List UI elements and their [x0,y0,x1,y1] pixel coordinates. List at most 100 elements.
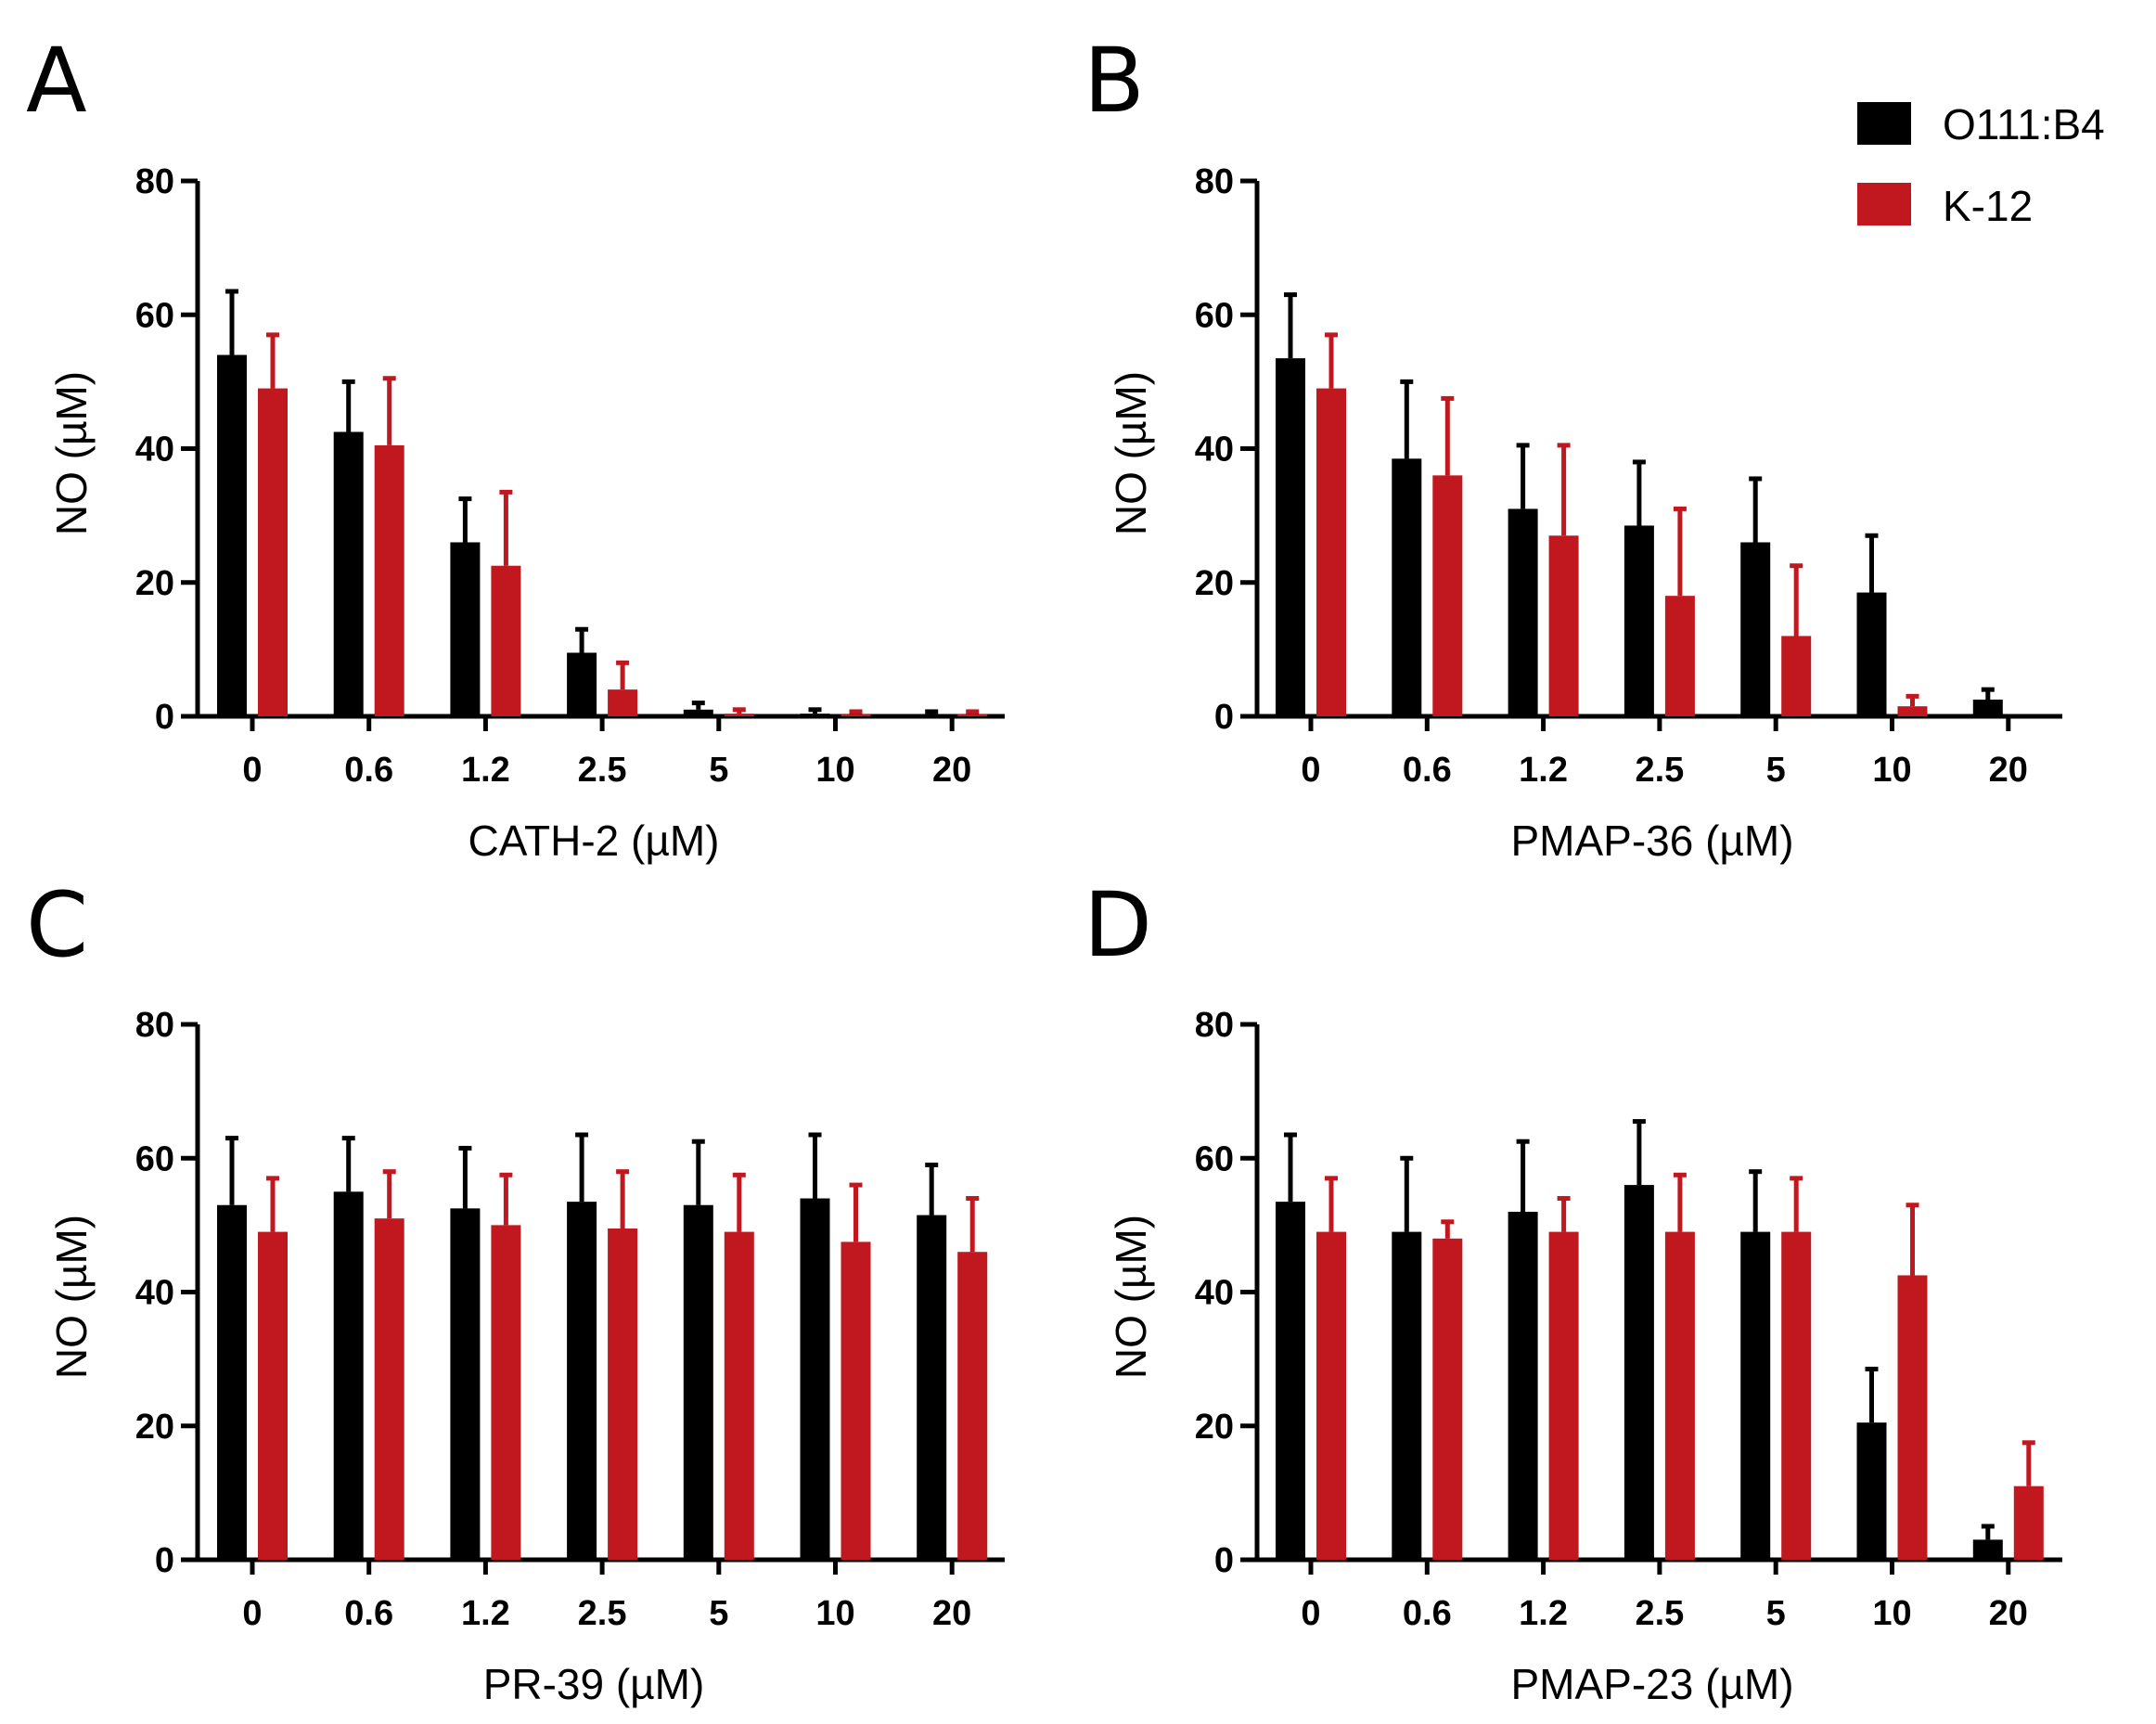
y-tick-label: 0 [155,698,174,737]
bar-o111b4 [333,431,364,716]
bar-k12 [1432,1238,1463,1560]
bar-k12 [1897,1275,1928,1560]
y-tick-label: 60 [135,1139,174,1178]
bar-o111b4 [567,1202,597,1560]
bar-k12 [841,714,871,716]
bar-o111b4 [1972,1539,2003,1560]
bar-o111b4 [1740,1231,1771,1560]
bar-o111b4 [1856,1422,1887,1560]
x-tick-label: 2.5 [1635,1594,1684,1633]
panel-a: A 0 20 40 60 80 0 0.6 1.2 2.5 5 10 20 CATH-2 (µM) NO (… [26,29,1005,865]
legend-label-o111b4: O111:B4 [1943,100,2105,148]
bar-o111b4 [683,1204,713,1560]
panel-letter-c: C [26,873,88,977]
y-tick-label: 60 [1195,296,1234,335]
bar-o111b4 [800,714,830,716]
bar-k12 [258,388,288,716]
bar-o111b4 [333,1191,364,1560]
x-tick-label: 2.5 [578,751,627,790]
bar-o111b4 [217,354,247,716]
legend: O111:B4 K-12 [1857,100,2105,230]
x-tick-label: 0 [1301,751,1320,790]
x-tick-label: 5 [709,1594,728,1633]
x-axis-title: PMAP-36 (µM) [1510,817,1793,865]
y-tick-label: 80 [1195,1006,1234,1045]
bar-o111b4 [917,1215,947,1560]
y-tick-label: 0 [1214,698,1234,737]
panel-b: B 0 20 40 60 80 0 0.6 1.2 2.5 5 10 20 PMAP-36 (µM) NO … [1084,29,2062,865]
bar-o111b4 [1623,525,1654,716]
bar-o111b4 [917,714,947,716]
bar-k12 [258,1231,288,1560]
bar-o111b4 [1972,699,2003,716]
bar-o111b4 [1276,1202,1305,1560]
bar-o111b4 [683,709,713,716]
bar-k12 [608,689,638,716]
x-tick-label: 2.5 [1635,751,1684,790]
bar-k12 [724,714,754,716]
x-tick-label: 0 [1301,1594,1320,1633]
x-tick-label: 5 [1766,751,1786,790]
x-tick-label: 0 [242,751,262,790]
x-tick-label: 0.6 [344,751,393,790]
x-tick-label: 0.6 [344,1594,393,1633]
panel-letter-d: D [1084,873,1152,977]
legend-swatch-o111b4 [1857,102,1911,145]
y-tick-label: 20 [135,1408,174,1447]
bar-k12 [1316,388,1346,716]
bar-k12 [1664,596,1695,716]
bar-o111b4 [1856,592,1887,716]
y-tick-label: 20 [1195,564,1234,603]
y-tick-label: 60 [135,296,174,335]
bar-o111b4 [800,1198,830,1560]
bar-o111b4 [1623,1185,1654,1560]
y-tick-label: 0 [1214,1541,1234,1580]
bar-k12 [1664,1231,1695,1560]
bar-o111b4 [450,1208,481,1560]
bar-o111b4 [1740,542,1771,716]
bar-k12 [957,714,988,716]
bar-o111b4 [1392,458,1422,716]
bar-k12 [841,1242,871,1560]
y-tick-label: 20 [1195,1408,1234,1447]
bar-o111b4 [450,542,481,716]
y-axis-title: NO (µM) [1107,1215,1155,1379]
x-tick-label: 0.6 [1403,751,1452,790]
x-tick-label: 1.2 [461,751,510,790]
bar-k12 [1548,535,1579,716]
y-tick-label: 80 [135,1006,174,1045]
x-tick-label: 5 [709,751,728,790]
x-tick-label: 10 [1872,751,1911,790]
bar-k12 [1781,636,1812,716]
x-tick-label: 0.6 [1403,1594,1452,1633]
x-axis-title: CATH-2 (µM) [468,817,720,865]
bar-o111b4 [567,652,597,716]
bar-o111b4 [1276,358,1305,716]
bar-k12 [1548,1231,1579,1560]
x-tick-label: 10 [1872,1594,1911,1633]
bar-o111b4 [1508,508,1538,716]
bar-k12 [1316,1231,1346,1560]
legend-label-k12: K-12 [1943,182,2033,230]
bar-k12 [1432,475,1463,716]
x-tick-label: 2.5 [578,1594,627,1633]
y-tick-label: 60 [1195,1139,1234,1178]
bar-k12 [957,1252,988,1560]
x-tick-label: 10 [815,751,854,790]
y-tick-label: 40 [135,1274,174,1313]
x-tick-label: 20 [932,1594,971,1633]
bar-k12 [724,1231,754,1560]
x-tick-label: 5 [1766,1594,1786,1633]
y-tick-label: 40 [135,431,174,470]
panel-letter-b: B [1084,29,1145,133]
bar-k12 [608,1228,638,1560]
panel-c: C 0 20 40 60 80 0 0.6 1.2 2.5 5 10 20 PR-39 (µM) NO (µ… [26,873,1005,1708]
x-tick-label: 1.2 [1519,1594,1568,1633]
y-tick-label: 40 [1195,431,1234,470]
panel-d: D 0 20 40 60 80 0 0.6 1.2 2.5 5 10 20 PMAP-23 (µM) NO … [1084,873,2062,1708]
panel-letter-a: A [26,29,87,133]
y-tick-label: 40 [1195,1274,1234,1313]
bar-k12 [491,565,521,716]
y-tick-label: 0 [155,1541,174,1580]
